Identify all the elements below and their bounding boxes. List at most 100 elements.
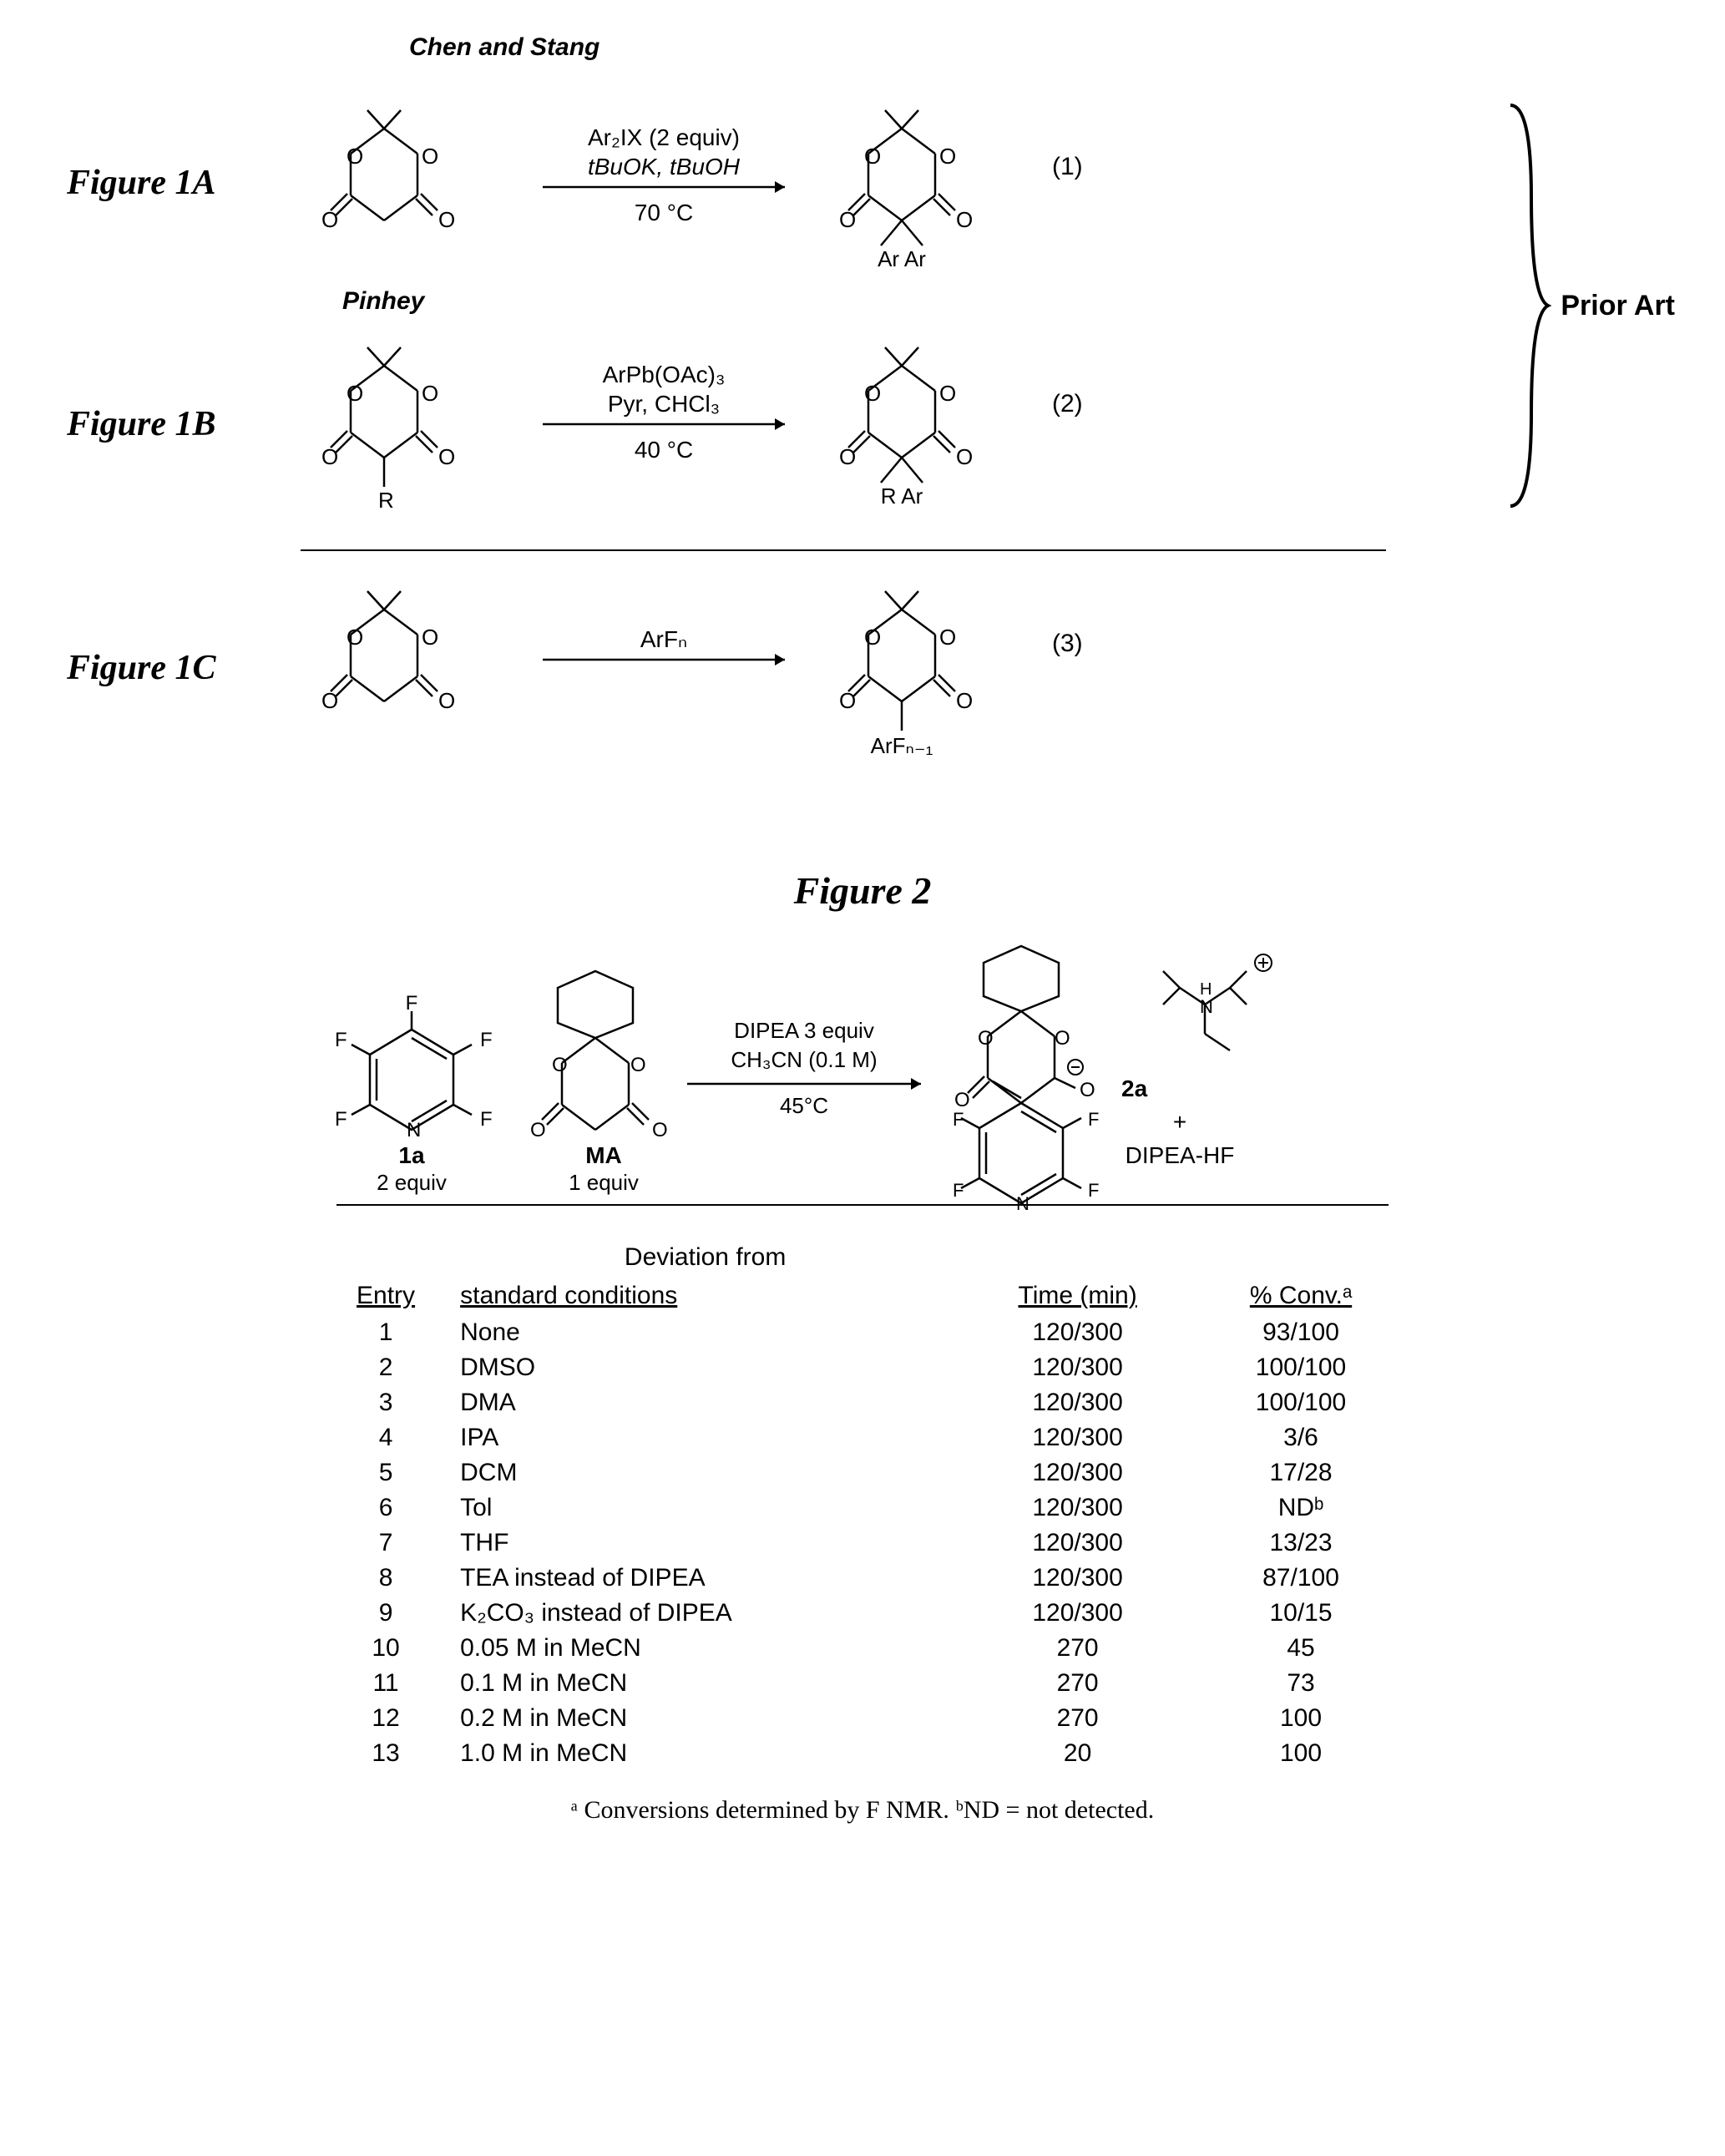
cell-conv: 100 (1196, 1701, 1405, 1736)
cell-time: 120/300 (959, 1526, 1196, 1561)
table-row: 2DMSO120/300100/100 (320, 1350, 1405, 1385)
cell-time: 120/300 (959, 1350, 1196, 1385)
table-row: 1None120/30093/100 (320, 1315, 1405, 1350)
fig1a-conditions: 70 °C (635, 200, 693, 225)
figure-1b-row: Figure 1B (50, 324, 1502, 524)
cell-deviation: DMA (452, 1385, 959, 1420)
table-row: 120.2 M in MeCN270100 (320, 1701, 1405, 1736)
cell-time: 20 (959, 1736, 1196, 1771)
cell-entry: 6 (320, 1490, 452, 1526)
cell-time: 270 (959, 1631, 1196, 1666)
o-atom: O (321, 688, 338, 713)
o-atom: O (839, 688, 856, 713)
o-atom: O (956, 444, 973, 469)
o-atom: O (630, 1054, 646, 1076)
fig1b-eqnum: (2) (1052, 390, 1083, 418)
table-row: 3DMA120/300100/100 (320, 1385, 1405, 1420)
n-atom: N (1200, 996, 1213, 1017)
cell-conv: 100/100 (1196, 1385, 1405, 1420)
cell-entry: 2 (320, 1350, 452, 1385)
fig2-reagents-2: CH₃CN (0.1 M) (731, 1047, 877, 1072)
sm2-label: MA (585, 1142, 622, 1168)
figure-1c-label: Figure 1C (50, 648, 284, 688)
f-atom: F (480, 1108, 493, 1131)
table-row: 7THF120/30013/23 (320, 1526, 1405, 1561)
cell-time: 120/300 (959, 1315, 1196, 1350)
fig1a-reagents-1: Ar₂IX (2 equiv) (588, 124, 740, 150)
fig1b-sm-sub: R (378, 488, 394, 513)
o-atom: O (422, 144, 438, 169)
prior-art-label: Prior Art (1561, 290, 1675, 322)
o-atom: O (321, 207, 338, 232)
table-body: 1None120/30093/1002DMSO120/300100/1003DM… (320, 1315, 1405, 1771)
o-atom: O (422, 625, 438, 650)
o-atom: O (839, 207, 856, 232)
o-atom: O (864, 381, 881, 406)
cell-conv: 17/28 (1196, 1455, 1405, 1490)
table-row: 8TEA instead of DIPEA120/30087/100 (320, 1561, 1405, 1596)
cell-deviation: THF (452, 1526, 959, 1561)
cell-conv: 13/23 (1196, 1526, 1405, 1561)
cell-deviation: 0.2 M in MeCN (452, 1701, 959, 1736)
o-atom: O (954, 1089, 970, 1111)
o-atom: O (839, 444, 856, 469)
f-atom: F (1088, 1180, 1099, 1201)
fig2-reagents-1: DIPEA 3 equiv (734, 1018, 874, 1043)
fig1c-reagents-1: ArFₙ (640, 626, 687, 652)
o-atom: O (321, 444, 338, 469)
table-row: 5DCM120/30017/28 (320, 1455, 1405, 1490)
cell-conv: 100 (1196, 1736, 1405, 1771)
o-atom: O (978, 1027, 994, 1050)
cell-deviation: DMSO (452, 1350, 959, 1385)
o-atom: O (438, 688, 455, 713)
cell-conv: 3/6 (1196, 1420, 1405, 1455)
o-atom: O (939, 144, 956, 169)
n-atom: N (1016, 1193, 1029, 1214)
fig2-conditions: 45°C (780, 1093, 828, 1118)
figure-1b-scheme: O O O O R ArPb(OAc)₃ Pyr, CHCl₃ 40 °C (284, 324, 1286, 524)
cell-deviation: 0.05 M in MeCN (452, 1631, 959, 1666)
col-deviation: standard conditions (452, 1277, 959, 1315)
f-atom: F (480, 1029, 493, 1051)
o-atom: O (652, 1119, 668, 1141)
authors-header: Chen and Stang (409, 33, 1675, 62)
cell-conv: 87/100 (1196, 1561, 1405, 1596)
cell-deviation: TEA instead of DIPEA (452, 1561, 959, 1596)
cell-entry: 7 (320, 1526, 452, 1561)
sm1-equiv: 2 equiv (377, 1170, 447, 1195)
cell-conv: 10/15 (1196, 1596, 1405, 1631)
col-time: Time (min) (959, 1277, 1196, 1315)
divider-line (301, 549, 1386, 551)
cell-deviation: 0.1 M in MeCN (452, 1666, 959, 1701)
prior-art-block: Figure 1A (50, 78, 1675, 533)
o-atom: O (438, 444, 455, 469)
figure-1b-label: Figure 1B (50, 404, 284, 444)
o-atom: O (864, 144, 881, 169)
col-entry: Entry (320, 1277, 452, 1315)
o-atom: O (530, 1119, 546, 1141)
o-atom: O (1080, 1079, 1095, 1101)
cell-deviation: IPA (452, 1420, 959, 1455)
o-atom: O (1055, 1027, 1070, 1050)
figure-1c-row: Figure 1C O O O O ArFₙ (50, 568, 1675, 768)
brace-icon (1502, 97, 1552, 514)
fig1c-prod-sub: ArFₙ₋₁ (871, 733, 933, 758)
byprod-label: DIPEA-HF (1126, 1142, 1235, 1168)
o-atom: O (347, 144, 363, 169)
o-atom: O (422, 381, 438, 406)
cell-entry: 11 (320, 1666, 452, 1701)
cell-conv: NDᵇ (1196, 1490, 1405, 1526)
cell-conv: 93/100 (1196, 1315, 1405, 1350)
f-atom: F (335, 1108, 347, 1131)
cell-time: 270 (959, 1666, 1196, 1701)
cell-deviation: 1.0 M in MeCN (452, 1736, 959, 1771)
cell-deviation: K₂CO₃ instead of DIPEA (452, 1596, 959, 1631)
figure-2-block: F F F F F N 1a 2 equiv O O O O MA 1 equi… (320, 938, 1405, 1825)
table-row: 6Tol120/300NDᵇ (320, 1490, 1405, 1526)
table-footnote: ᵃ Conversions determined by F NMR. ᵇND =… (320, 1796, 1405, 1825)
f-atom: F (335, 1029, 347, 1051)
fig1a-eqnum: (1) (1052, 153, 1083, 180)
cell-deviation: None (452, 1315, 959, 1350)
table-row: 100.05 M in MeCN27045 (320, 1631, 1405, 1666)
fig1b-prod-sub: R Ar (881, 483, 923, 509)
